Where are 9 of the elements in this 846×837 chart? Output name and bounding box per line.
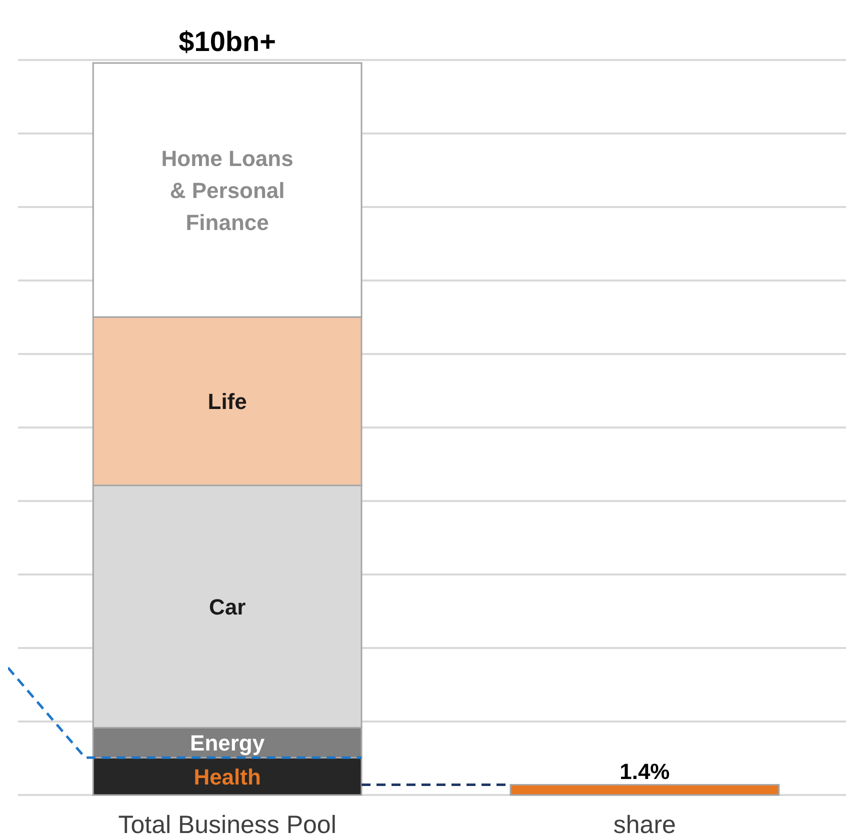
series-label: Home Loans & Personal Finance [161, 146, 294, 234]
series-label: Energy [190, 730, 266, 756]
x-tick-label: Total Business Pool [118, 811, 336, 837]
data-label: 1.4% [620, 758, 670, 784]
series-label: Health [194, 764, 261, 789]
annotation: $10bn+ [178, 26, 276, 57]
x-tick-label: share [613, 811, 676, 837]
series-label: Life [208, 388, 247, 414]
series-label: Car [208, 594, 246, 620]
